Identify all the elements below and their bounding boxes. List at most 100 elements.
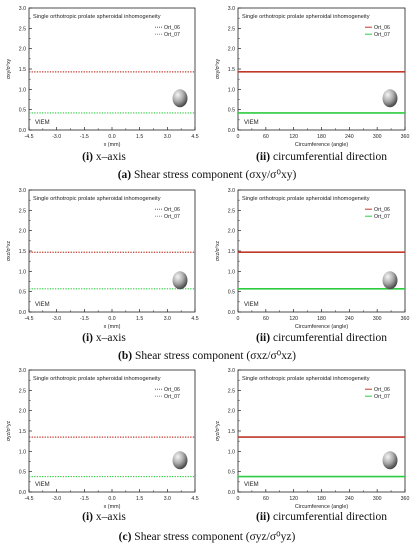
y-tick-label: 1.5 [19, 67, 26, 73]
label-text: x–axis [96, 151, 127, 163]
y-tick-label: 0.0 [19, 490, 26, 496]
x-tick-label: 0 [237, 316, 240, 322]
x-tick-label: 0.0 [108, 496, 115, 502]
spheroid-icon [382, 89, 398, 108]
x-axis-label: Circumference (angle) [295, 324, 349, 330]
legend-label: Ort_06 [164, 25, 180, 31]
x-tick-label: 0.0 [108, 134, 115, 140]
legend-label: Ort_06 [374, 387, 390, 393]
x-tick-label: 360 [401, 134, 410, 140]
chart-panel-1: 0.0 0.5 1.0 1.5 2.0 2.5 3.0 -4.5 -3.0 -1.5 0.0 1.5 3… [6, 6, 199, 148]
x-tick-label: 0 [237, 134, 240, 140]
label-text: Shear stress component (σyz/σ⁰yz) [134, 531, 295, 543]
x-tick-label: -3.0 [52, 134, 61, 140]
chart-panel-6: 0.0 0.5 1.0 1.5 2.0 2.5 3.0 0 60 120 180 240 300 360 C… [215, 368, 409, 510]
plot-frame [28, 369, 196, 493]
x-tick-label: 4.5 [191, 134, 198, 140]
figure-caption: (b) Shear stress component (σxz/σ⁰xz) [118, 350, 296, 362]
y-axis-label: σxy/σ⁰xy [215, 58, 221, 79]
x-tick-label: -1.5 [80, 316, 89, 322]
y-tick-label: 2.5 [19, 388, 26, 394]
x-tick-label: 0 [237, 496, 240, 502]
x-tick-label: 60 [263, 134, 269, 140]
figure-caption: (a) Shear stress component (σxy/σ⁰xy) [118, 169, 297, 181]
chart-panel-4: 0.0 0.5 1.0 1.5 2.0 2.5 3.0 0 60 120 180 240 300 360 C… [215, 188, 409, 330]
y-tick-label: 2.0 [228, 409, 235, 415]
x-tick-label: 60 [263, 316, 269, 322]
x-tick-label: 1.5 [136, 496, 143, 502]
label-tag: (a) [118, 169, 134, 181]
y-tick-label: 0.0 [228, 490, 235, 496]
x-tick-label: -4.5 [25, 134, 34, 140]
chart-title: Single orthotropic prolate spheroidal in… [242, 196, 370, 202]
x-tick-label: 180 [317, 134, 326, 140]
x-tick-label: 120 [289, 316, 298, 322]
x-tick-label: 0.0 [108, 316, 115, 322]
spheroid-icon [172, 89, 188, 108]
figure-caption: (c) Shear stress component (σyz/σ⁰yz) [119, 531, 296, 543]
label-text: Shear stress component (σxy/σ⁰xy) [134, 169, 296, 181]
x-axis-label: x (mm) [104, 504, 121, 510]
y-tick-label: 1.5 [228, 429, 235, 435]
x-axis-label: Circumference (angle) [295, 142, 349, 148]
method-annotation: VIEM [35, 482, 50, 488]
y-tick-label: 0.5 [228, 290, 235, 296]
x-tick-label: -1.5 [80, 134, 89, 140]
y-tick-label: 3.0 [228, 188, 235, 194]
label-text: x–axis [96, 511, 127, 523]
x-tick-label: 120 [289, 496, 298, 502]
panel-label: (i) x–axis [82, 511, 126, 523]
y-tick-label: 3.0 [228, 6, 235, 12]
y-tick-label: 0.5 [19, 290, 26, 296]
label-text: Shear stress component (σxz/σ⁰xz) [135, 350, 296, 362]
captions: (i) x–axis (ii) circumferential direction… [82, 151, 387, 543]
y-tick-label: 2.0 [228, 229, 235, 235]
y-tick-label: 2.5 [228, 208, 235, 214]
legend-label: Ort_06 [164, 207, 180, 213]
legend-label: Ort_07 [374, 32, 390, 38]
chart-title: Single orthotropic prolate spheroidal in… [242, 376, 370, 382]
x-axis-label: x (mm) [104, 324, 121, 330]
y-tick-label: 2.5 [19, 26, 26, 32]
x-tick-label: -3.0 [52, 316, 61, 322]
label-tag: (i) [82, 332, 96, 344]
legend-label: Ort_07 [374, 214, 390, 220]
y-tick-label: 1.0 [228, 449, 235, 455]
y-tick-label: 1.0 [19, 269, 26, 275]
legend-label: Ort_06 [374, 25, 390, 31]
x-tick-label: 240 [345, 316, 354, 322]
y-tick-label: 0.0 [228, 128, 235, 134]
y-tick-label: 2.0 [19, 409, 26, 415]
label-tag: (ii) [256, 151, 273, 163]
x-tick-label: 60 [263, 496, 269, 502]
y-tick-label: 1.0 [19, 449, 26, 455]
y-tick-label: 0.5 [228, 108, 235, 114]
label-text: circumferential direction [273, 151, 387, 163]
x-tick-label: 240 [345, 496, 354, 502]
plot-frame [28, 7, 196, 131]
x-tick-label: 180 [317, 316, 326, 322]
panel-label: (i) x–axis [82, 151, 126, 163]
y-axis-label: σxy/σ⁰xy [6, 58, 12, 79]
plot-frame [237, 7, 406, 131]
plot-frame [237, 369, 406, 493]
label-tag: (i) [82, 151, 96, 163]
legend-label: Ort_06 [164, 387, 180, 393]
legend-label: Ort_06 [374, 207, 390, 213]
x-tick-label: 300 [373, 316, 382, 322]
x-tick-label: 180 [317, 496, 326, 502]
x-tick-label: -3.0 [52, 496, 61, 502]
y-axis-label: σxz/σ⁰xz [6, 240, 12, 261]
x-tick-label: 4.5 [191, 316, 198, 322]
legend-label: Ort_07 [164, 394, 180, 400]
y-tick-label: 2.5 [228, 26, 235, 32]
x-axis-label: Circumference (angle) [295, 504, 349, 510]
legend-label: Ort_07 [164, 214, 180, 220]
method-annotation: VIEM [35, 120, 50, 126]
x-tick-label: -4.5 [25, 316, 34, 322]
y-tick-label: 0.0 [19, 310, 26, 316]
x-tick-label: 360 [401, 496, 410, 502]
chart-title: Single orthotropic prolate spheroidal in… [242, 14, 370, 20]
method-annotation: VIEM [244, 482, 259, 488]
